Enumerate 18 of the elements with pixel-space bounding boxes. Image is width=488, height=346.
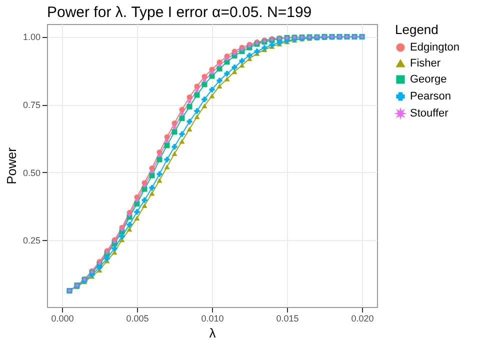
x-tick-label: 0.000	[51, 314, 74, 324]
legend-title: Legend	[395, 22, 438, 37]
x-tick-label: 0.005	[126, 314, 149, 324]
x-tick-label: 0.010	[201, 314, 224, 324]
y-tick-label: 0.50	[22, 168, 40, 178]
chart-title: Power for λ. Type I error α=0.05. N=199	[47, 4, 312, 21]
y-tick-label: 1.00	[22, 32, 40, 42]
legend-label: George	[410, 74, 447, 86]
legend-label: Pearson	[410, 90, 451, 102]
legend-label: Stouffer	[410, 108, 449, 120]
y-tick-label: 0.25	[22, 236, 40, 246]
x-tick-label: 0.020	[351, 314, 374, 324]
y-axis-title: Power	[4, 146, 19, 184]
legend-label: Edgington	[410, 42, 460, 54]
x-axis-title: λ	[209, 326, 216, 340]
y-tick-label: 0.75	[22, 100, 40, 110]
x-tick-label: 0.015	[276, 314, 299, 324]
legend-label: Fisher	[410, 58, 441, 70]
